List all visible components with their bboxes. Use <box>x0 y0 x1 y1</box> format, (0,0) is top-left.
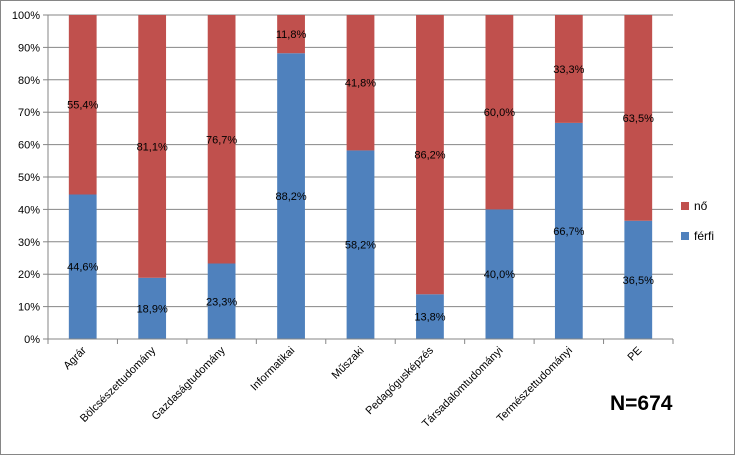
bar-no <box>68 15 97 195</box>
data-label: 41,8% <box>345 78 376 90</box>
y-tick-label: 0% <box>24 334 40 346</box>
legend-label: férfi <box>694 229 714 243</box>
bar-no <box>624 15 653 221</box>
x-category-label: Természettudományi <box>495 345 575 425</box>
y-tick-label: 40% <box>18 204 40 216</box>
x-category-label: Informatikai <box>248 345 297 394</box>
y-tick-label: 50% <box>18 172 40 184</box>
legend-swatch-ferfi <box>681 232 689 240</box>
y-tick-label: 70% <box>18 107 40 119</box>
data-label: 76,7% <box>206 134 237 146</box>
bar-ferfi <box>68 194 97 339</box>
data-label: 33,3% <box>553 64 584 76</box>
data-label: 86,2% <box>414 150 445 162</box>
sample-size-note: N=674 <box>610 392 673 415</box>
data-label: 88,2% <box>275 191 306 203</box>
x-category-label: Gazdaságtudomány <box>150 344 228 422</box>
bar-no <box>416 15 444 295</box>
data-label: 11,8% <box>276 29 307 41</box>
data-label: 63,5% <box>623 113 654 125</box>
bar-ferfi <box>138 277 167 339</box>
data-label: 36,5% <box>623 275 654 287</box>
bar-no <box>554 15 583 123</box>
data-label: 81,1% <box>137 141 168 153</box>
data-label: 55,4% <box>67 100 98 112</box>
bar-ferfi <box>554 122 583 339</box>
legend-label: nő <box>694 199 708 213</box>
data-label: 60,0% <box>484 107 515 119</box>
y-tick-label: 80% <box>18 75 40 87</box>
y-tick-label: 10% <box>18 302 40 314</box>
data-label: 40,0% <box>484 269 515 281</box>
x-category-label: Agrár <box>61 344 89 372</box>
bar-ferfi <box>207 263 236 339</box>
data-label: 23,3% <box>206 296 237 308</box>
y-tick-label: 100% <box>12 10 40 22</box>
y-tick-label: 30% <box>18 237 40 249</box>
y-tick-label: 20% <box>18 269 40 281</box>
bar-ferfi <box>277 53 305 340</box>
x-category-label: Műszaki <box>330 345 367 382</box>
bar-ferfi <box>624 220 653 339</box>
data-label: 13,8% <box>414 312 445 324</box>
bar-no <box>346 15 375 151</box>
y-tick-label: 90% <box>18 42 40 54</box>
bar-no <box>207 15 236 264</box>
data-label: 66,7% <box>553 226 584 238</box>
data-label: 58,2% <box>345 240 376 252</box>
bar-no <box>485 15 514 210</box>
bar-ferfi <box>416 294 444 339</box>
bar-ferfi <box>485 209 514 339</box>
x-category-label: Társadalomtudományi <box>420 345 505 430</box>
y-tick-label: 60% <box>18 140 40 152</box>
data-label: 18,9% <box>137 303 168 315</box>
bar-no <box>277 15 305 54</box>
x-category-label: Pedagógusképzés <box>364 344 437 417</box>
bar-no <box>138 15 167 278</box>
legend-swatch-no <box>681 202 689 210</box>
bar-ferfi <box>346 150 375 339</box>
data-label: 44,6% <box>67 262 98 274</box>
x-category-label: PE <box>626 345 645 364</box>
x-category-label: Bölcsészettudomány <box>78 344 159 425</box>
